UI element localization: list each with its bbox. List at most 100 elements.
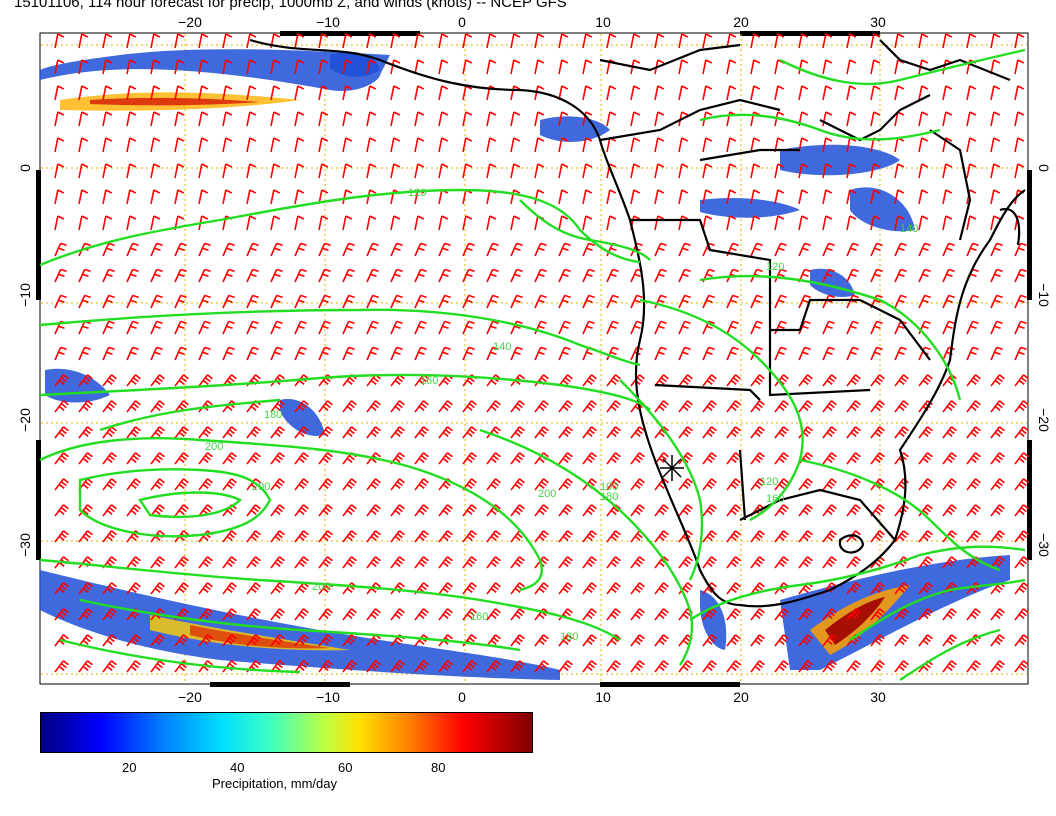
wind-barb xyxy=(54,530,69,543)
wind-barb xyxy=(342,85,353,101)
wind-barb xyxy=(1014,582,1029,595)
wind-barb xyxy=(678,426,693,439)
wind-barb xyxy=(702,660,717,673)
wind-barb xyxy=(750,163,761,179)
wind-barb xyxy=(414,85,425,101)
wind-barb xyxy=(534,400,549,413)
wind-barb xyxy=(654,111,665,127)
wind-barb xyxy=(990,660,1005,673)
wind-barb xyxy=(366,111,377,127)
wind-barb xyxy=(1014,426,1029,439)
wind-barb xyxy=(582,426,597,439)
wind-barb xyxy=(438,452,453,465)
wind-barb xyxy=(702,426,717,439)
top-lon-label: 20 xyxy=(733,14,749,30)
wind-barb xyxy=(510,111,521,127)
wind-barb xyxy=(438,400,453,413)
wind-barb xyxy=(630,660,645,673)
wind-barb xyxy=(246,189,257,205)
wind-barb xyxy=(126,478,141,491)
wind-barb xyxy=(54,452,69,465)
wind-barb xyxy=(462,608,477,621)
wind-barb xyxy=(270,400,285,413)
wind-barb xyxy=(174,374,189,387)
wind-barb xyxy=(150,33,161,49)
wind-barb xyxy=(918,268,931,283)
wind-barb xyxy=(582,320,595,335)
wind-barb xyxy=(366,242,379,257)
wind-barb xyxy=(1014,59,1025,75)
wind-barb xyxy=(510,59,521,75)
wind-barb xyxy=(990,268,1003,283)
wind-barb xyxy=(990,452,1005,465)
wind-barb xyxy=(726,137,737,153)
wind-barb xyxy=(342,426,357,439)
wind-barb xyxy=(750,320,763,335)
wind-barb xyxy=(678,137,689,153)
wind-barb xyxy=(966,346,979,361)
wind-barb xyxy=(270,294,283,309)
wind-barb xyxy=(942,452,957,465)
wind-barb xyxy=(510,504,525,517)
wind-barb xyxy=(798,660,813,673)
wind-barb xyxy=(54,374,69,387)
wind-barb xyxy=(198,111,209,127)
wind-barb xyxy=(438,582,453,595)
wind-barb xyxy=(678,582,693,595)
wind-barb xyxy=(822,137,833,153)
wind-barb xyxy=(414,556,429,569)
wind-barb xyxy=(990,582,1005,595)
wind-barb xyxy=(846,346,859,361)
wind-barb xyxy=(534,608,549,621)
wind-barb xyxy=(486,478,501,491)
wind-barb xyxy=(846,660,861,673)
wind-barb xyxy=(318,320,331,335)
wind-barb xyxy=(462,242,475,257)
wind-barb xyxy=(54,660,69,673)
wind-barb xyxy=(342,242,355,257)
wind-barb xyxy=(510,634,525,647)
wind-barb xyxy=(54,137,65,153)
wind-barb xyxy=(606,374,621,387)
wind-barb xyxy=(846,582,861,595)
wind-barb xyxy=(726,452,741,465)
wind-barb xyxy=(606,478,621,491)
wind-barb xyxy=(942,85,953,101)
wind-barb xyxy=(774,294,787,309)
wind-barb xyxy=(846,215,857,231)
wind-barb xyxy=(606,215,617,231)
wind-barb xyxy=(630,85,641,101)
wind-barb xyxy=(870,530,885,543)
wind-barb xyxy=(606,400,621,413)
wind-barb xyxy=(558,582,573,595)
wind-barb xyxy=(318,634,333,647)
wind-barb xyxy=(366,400,381,413)
wind-barb xyxy=(654,33,665,49)
wind-barb xyxy=(558,33,569,49)
wind-barb xyxy=(534,426,549,439)
wind-barb xyxy=(702,33,713,49)
wind-barb xyxy=(366,634,381,647)
wind-barb xyxy=(966,320,979,335)
wind-barb xyxy=(1014,634,1029,647)
wind-barb xyxy=(150,660,165,673)
wind-barb xyxy=(510,137,521,153)
wind-barb xyxy=(198,582,213,595)
wind-barb xyxy=(534,137,545,153)
wind-barb xyxy=(1014,33,1025,49)
wind-barb xyxy=(78,556,93,569)
wind-barb xyxy=(726,426,741,439)
wind-barb xyxy=(798,215,809,231)
wind-barb xyxy=(846,242,859,257)
wind-barb xyxy=(702,530,717,543)
wind-barb xyxy=(390,163,401,179)
wind-barb xyxy=(270,530,285,543)
contour-label: 100 xyxy=(600,481,618,493)
wind-barb xyxy=(750,374,765,387)
wind-barb xyxy=(822,163,833,179)
height-contours xyxy=(39,48,1026,681)
wind-barb xyxy=(870,608,885,621)
wind-barb xyxy=(798,189,809,205)
wind-barb xyxy=(894,608,909,621)
wind-barb xyxy=(78,33,89,49)
